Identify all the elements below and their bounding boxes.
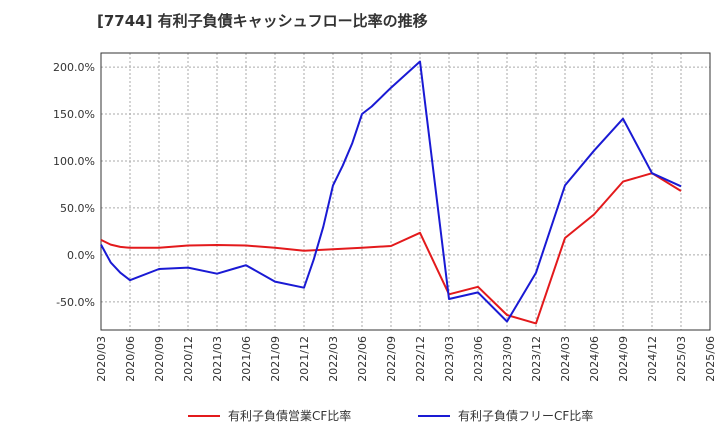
- legend-label-2: 有利子負債フリーCF比率: [458, 408, 593, 423]
- y-tick-label: 150.0%: [53, 108, 95, 121]
- y-tick-label: 100.0%: [53, 155, 95, 168]
- y-axis-ticks: 200.0% 150.0% 100.0% 50.0% 0.0% -50.0%: [53, 61, 95, 309]
- x-tick-label: 2022/12: [414, 336, 427, 382]
- x-tick-label: 2025/03: [675, 336, 688, 382]
- x-tick-label: 2020/03: [95, 336, 108, 382]
- chart-title: [7744] 有利子負債キャッシュフロー比率の推移: [97, 12, 428, 30]
- y-tick-label: 0.0%: [67, 249, 95, 262]
- x-tick-label: 2022/06: [356, 336, 369, 382]
- x-tick-label: 2024/12: [646, 336, 659, 382]
- x-tick-label: 2024/09: [617, 336, 630, 382]
- y-tick-label: -50.0%: [56, 296, 95, 309]
- x-tick-label: 2021/12: [298, 336, 311, 382]
- x-tick-label: 2024/03: [559, 336, 572, 382]
- x-tick-label: 2020/09: [153, 336, 166, 382]
- x-tick-label: 2023/03: [443, 336, 456, 382]
- series-line-2: [100, 60, 682, 323]
- x-tick-label: 2021/09: [269, 336, 282, 382]
- series-line-1: [100, 172, 682, 325]
- x-tick-label: 2021/03: [211, 336, 224, 382]
- x-tick-label: 2023/12: [530, 336, 543, 382]
- x-tick-label: 2022/09: [385, 336, 398, 382]
- y-tick-label: 50.0%: [60, 202, 95, 215]
- x-tick-label: 2023/06: [472, 336, 485, 382]
- series-layer: [100, 60, 682, 325]
- x-tick-label: 2020/12: [182, 336, 195, 382]
- x-tick-label: 2021/06: [240, 336, 253, 382]
- x-tick-label: 2025/06: [704, 336, 717, 382]
- x-axis-ticks: 2020/03 2020/06 2020/09 2020/12 2021/03 2021/…: [95, 336, 717, 382]
- grid-layer: [100, 53, 711, 330]
- legend-label-1: 有利子負債営業CF比率: [228, 408, 351, 423]
- x-tick-label: 2024/06: [588, 336, 601, 382]
- y-tick-label: 200.0%: [53, 61, 95, 74]
- legend: 有利子負債営業CF比率 有利子負債フリーCF比率: [188, 408, 593, 423]
- x-tick-label: 2020/06: [124, 336, 137, 382]
- plot-frame: [100, 52, 711, 331]
- x-tick-label: 2022/03: [327, 336, 340, 382]
- x-tick-label: 2023/09: [501, 336, 514, 382]
